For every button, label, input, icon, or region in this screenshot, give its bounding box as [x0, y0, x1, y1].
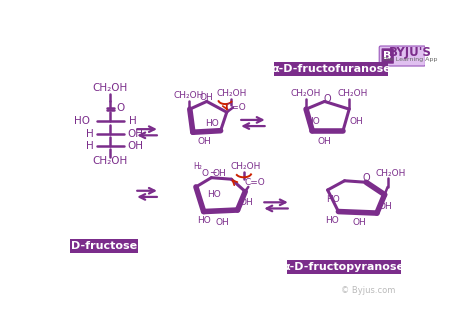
Text: OH: OH [128, 129, 144, 139]
Text: HO: HO [306, 117, 320, 126]
Text: CH₂OH: CH₂OH [375, 169, 406, 178]
Text: HO: HO [207, 190, 220, 199]
Text: CH₂OH: CH₂OH [174, 91, 204, 100]
FancyBboxPatch shape [379, 46, 425, 66]
Text: H₂: H₂ [193, 162, 202, 171]
Text: CH₂OH: CH₂OH [230, 162, 260, 171]
Text: ─: ─ [210, 169, 216, 178]
Text: OH: OH [239, 198, 253, 207]
Text: OH: OH [352, 218, 366, 227]
Text: D-fructose: D-fructose [71, 241, 137, 251]
Text: HO: HO [205, 119, 219, 127]
Text: OH: OH [128, 141, 144, 151]
FancyBboxPatch shape [287, 260, 401, 274]
Text: CH₂OH: CH₂OH [93, 156, 128, 167]
Text: O: O [117, 103, 125, 113]
Text: OH: OH [349, 117, 363, 126]
FancyBboxPatch shape [274, 62, 389, 76]
Text: α-D-fructofuranose: α-D-fructofuranose [272, 64, 392, 74]
Text: OH: OH [215, 218, 229, 227]
Text: α-D-fructopyranose: α-D-fructopyranose [283, 262, 405, 272]
Text: The Learning App: The Learning App [383, 57, 438, 62]
Text: O: O [202, 169, 209, 178]
Text: H: H [86, 129, 93, 139]
Text: CH₂OH: CH₂OH [216, 89, 246, 98]
Text: HO: HO [326, 195, 340, 204]
Text: OH: OH [200, 93, 214, 102]
Text: HO: HO [325, 216, 339, 225]
Text: B: B [383, 51, 392, 61]
Text: CH₂OH: CH₂OH [291, 89, 321, 98]
Text: BYJU'S: BYJU'S [389, 46, 431, 59]
Text: HO: HO [197, 216, 210, 225]
Text: O: O [362, 173, 370, 183]
Text: H: H [86, 141, 93, 151]
Text: C=O: C=O [244, 178, 265, 187]
Text: OH: OH [198, 137, 211, 146]
Text: OH: OH [378, 203, 392, 211]
Text: H: H [129, 117, 137, 126]
FancyBboxPatch shape [71, 239, 138, 253]
Text: HO: HO [74, 117, 91, 126]
Text: OH: OH [212, 169, 226, 178]
Text: CH₂OH: CH₂OH [337, 89, 367, 98]
Text: OH: OH [318, 137, 331, 146]
Text: C=O: C=O [226, 103, 246, 112]
Text: CH₂OH: CH₂OH [93, 83, 128, 93]
Text: O: O [324, 94, 331, 104]
Text: © Byjus.com: © Byjus.com [341, 287, 396, 295]
FancyBboxPatch shape [382, 48, 394, 64]
